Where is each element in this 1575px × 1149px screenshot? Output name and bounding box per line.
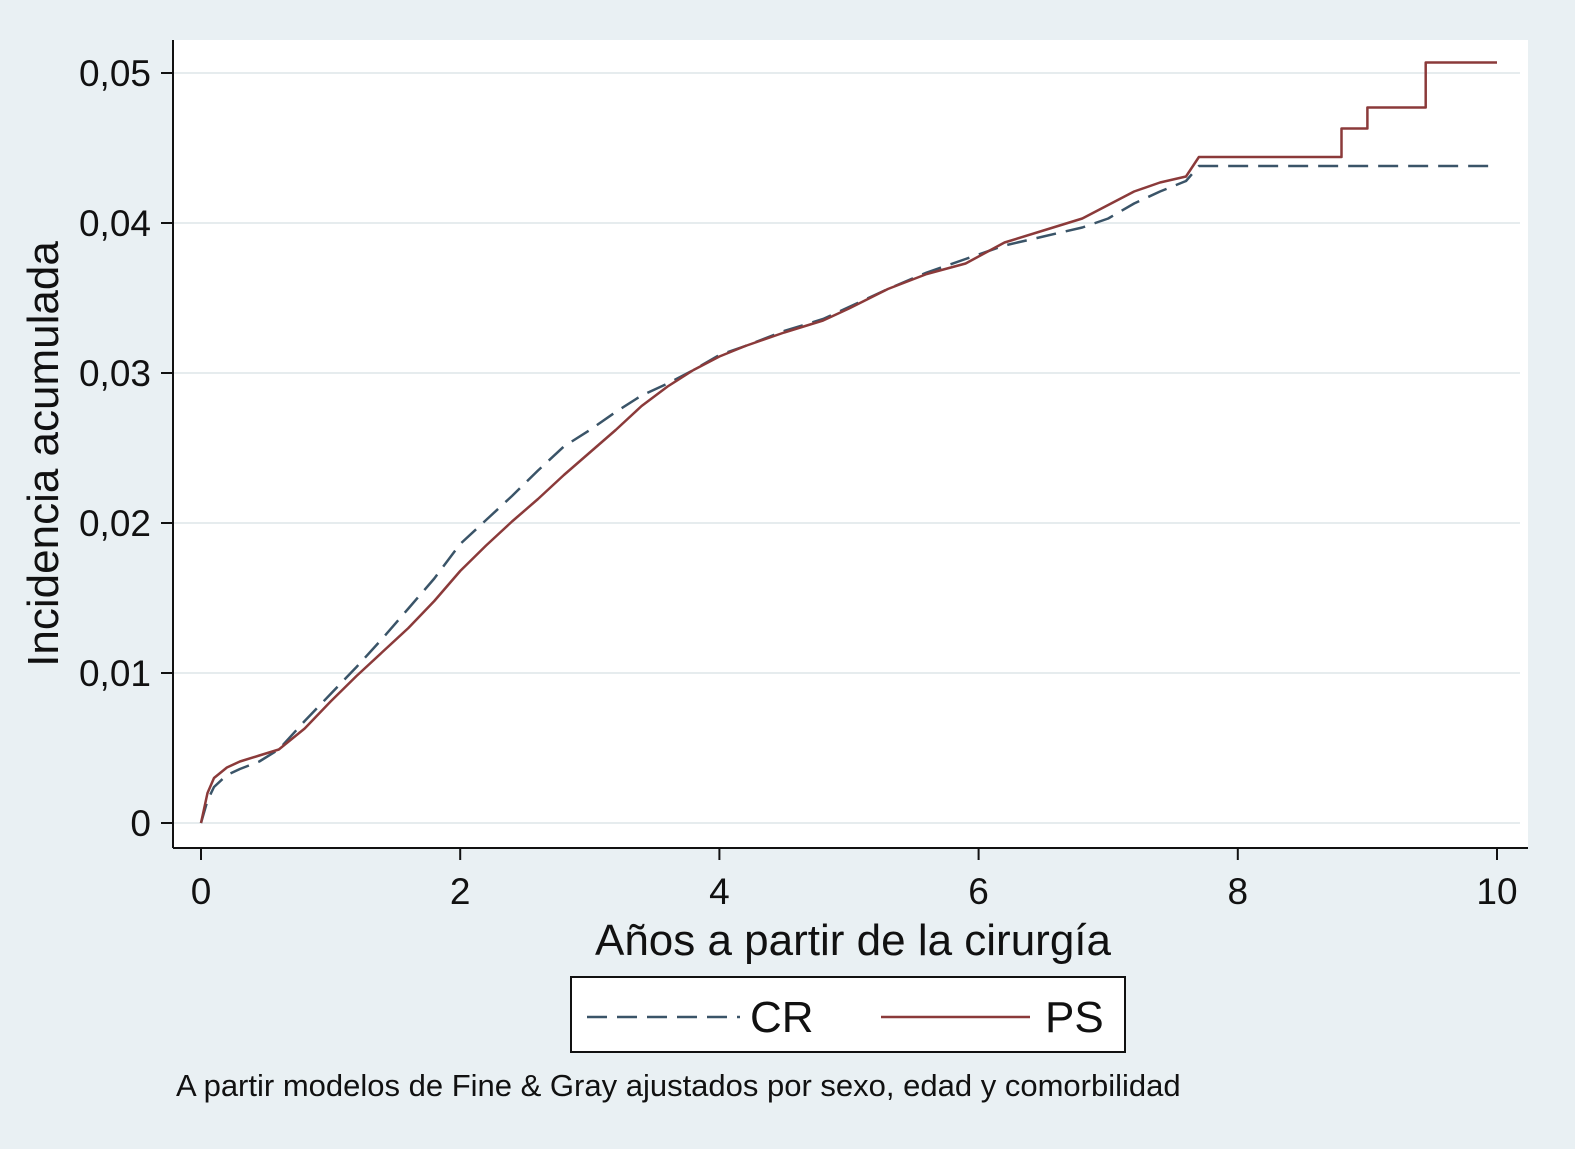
footnote: A partir modelos de Fine & Gray ajustado…: [176, 1068, 1181, 1103]
legend-label-cr: CR: [750, 993, 814, 1042]
y-tick-label: 0: [130, 803, 151, 844]
grid-lines: [173, 72, 1520, 824]
series-line-ps: [199, 61, 1497, 824]
x-tick-label: 6: [968, 871, 989, 912]
x-tick-label: 10: [1476, 871, 1517, 912]
legend-box: [570, 976, 1126, 1053]
y-tick-label: 0,05: [79, 53, 151, 94]
y-axis-title: Incidencia acumulada: [19, 241, 68, 667]
x-axis-title: Años a partir de la cirurgía: [595, 916, 1112, 965]
x-tick-label: 0: [191, 871, 212, 912]
y-axis-ticks: 0 0,01 0,02 0,03 0,04 0,05: [79, 53, 173, 844]
y-tick-label: 0,04: [79, 203, 151, 244]
y-tick-label: 0,01: [79, 653, 151, 694]
legend: CR PS: [570, 976, 1126, 1053]
x-tick-label: 4: [709, 871, 730, 912]
legend-label-ps: PS: [1045, 993, 1104, 1042]
x-axis-ticks: 0 2 4 6 8 10: [191, 848, 1518, 912]
series-layer: [199, 61, 1497, 824]
y-tick-label: 0,03: [79, 353, 151, 394]
plot-area: [173, 40, 1528, 848]
x-tick-label: 8: [1228, 871, 1249, 912]
series-line-cr: [199, 164, 1497, 824]
x-tick-label: 2: [450, 871, 471, 912]
y-tick-label: 0,02: [79, 503, 151, 544]
